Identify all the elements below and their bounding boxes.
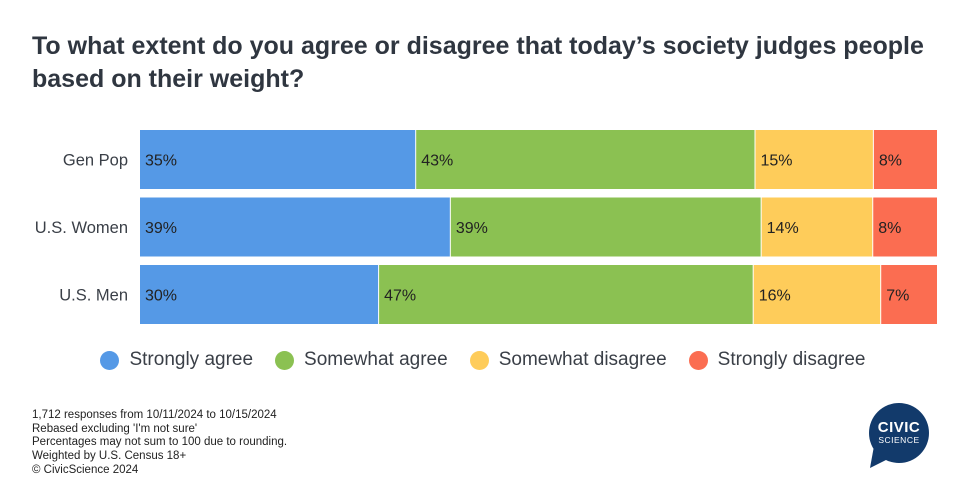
category-label: Gen Pop bbox=[63, 152, 128, 170]
bar-segment bbox=[379, 265, 753, 324]
logo-line-1: CIVIC bbox=[877, 419, 921, 436]
bar-segment bbox=[140, 197, 450, 257]
bar-data-label: 35% bbox=[145, 153, 177, 170]
bar-data-label: 39% bbox=[145, 220, 177, 237]
bar-segment bbox=[881, 265, 937, 324]
bar-segment bbox=[873, 130, 937, 189]
logo-line-2: SCIENCE bbox=[878, 435, 920, 445]
bar-data-label: 14% bbox=[767, 220, 799, 237]
footnote-line: © CivicScience 2024 bbox=[32, 463, 139, 476]
category-label: U.S. Women bbox=[35, 219, 128, 237]
legend-swatch-strongly-disagree bbox=[688, 350, 708, 370]
legend-swatch-strongly-agree bbox=[100, 350, 120, 370]
bar-data-label: 39% bbox=[456, 220, 488, 237]
legend-swatch-somewhat-disagree bbox=[469, 350, 489, 370]
legend-item-strongly-disagree: Strongly disagree bbox=[688, 349, 866, 371]
legend-label: Strongly disagree bbox=[717, 349, 866, 370]
chart-title: To what extent do you agree or disagree … bbox=[32, 32, 924, 93]
bar-data-label: 7% bbox=[886, 288, 909, 305]
logo-text: CIVIC SCIENCE bbox=[869, 420, 929, 446]
civicscience-logo: CIVIC SCIENCE bbox=[866, 402, 932, 470]
legend-item-somewhat-disagree: Somewhat disagree bbox=[469, 349, 667, 371]
bar-segment bbox=[140, 130, 416, 189]
footnote-line: Percentages may not sum to 100 due to ro… bbox=[32, 436, 288, 449]
bar-segment bbox=[753, 265, 881, 324]
bar-segment bbox=[755, 130, 873, 189]
category-label: U.S. Men bbox=[59, 287, 128, 305]
bar-segment bbox=[450, 197, 761, 257]
bar-segment bbox=[761, 197, 873, 257]
legend-label: Strongly agree bbox=[129, 349, 254, 370]
footnotes: 1,712 responses from 10/11/2024 to 10/15… bbox=[32, 409, 287, 478]
legend-item-strongly-agree: Strongly agree bbox=[100, 349, 253, 371]
legend: Strongly agree Somewhat agree Somewhat d… bbox=[0, 349, 966, 371]
legend-label: Somewhat agree bbox=[304, 349, 448, 370]
bar-data-label: 8% bbox=[878, 220, 901, 237]
legend-label: Somewhat disagree bbox=[498, 349, 667, 370]
bar-data-label: 16% bbox=[759, 288, 791, 305]
legend-item-somewhat-agree: Somewhat agree bbox=[275, 349, 448, 371]
footnote-line: 1,712 responses from 10/11/2024 to 10/15… bbox=[32, 409, 277, 421]
footnote-line: Rebased excluding 'I'm not sure' bbox=[32, 422, 198, 435]
footnote-line: Weighted by U.S. Census 18+ bbox=[32, 450, 187, 463]
bar-data-label: 47% bbox=[384, 288, 416, 305]
stacked-bar-chart: Gen Pop 35% 43% 15% 8% U.S. Women 39% 39% 14% 8% U… bbox=[35, 130, 937, 324]
legend-swatch-somewhat-agree bbox=[275, 350, 295, 370]
bar-segment bbox=[140, 265, 379, 324]
logo-speech-bubble-icon bbox=[869, 403, 929, 468]
bar-segment bbox=[416, 130, 755, 189]
bar-data-label: 15% bbox=[761, 153, 793, 170]
bar-segment bbox=[873, 197, 937, 257]
bar-data-label: 30% bbox=[145, 288, 177, 305]
bar-data-label: 8% bbox=[879, 153, 902, 170]
bar-data-label: 43% bbox=[421, 153, 453, 170]
